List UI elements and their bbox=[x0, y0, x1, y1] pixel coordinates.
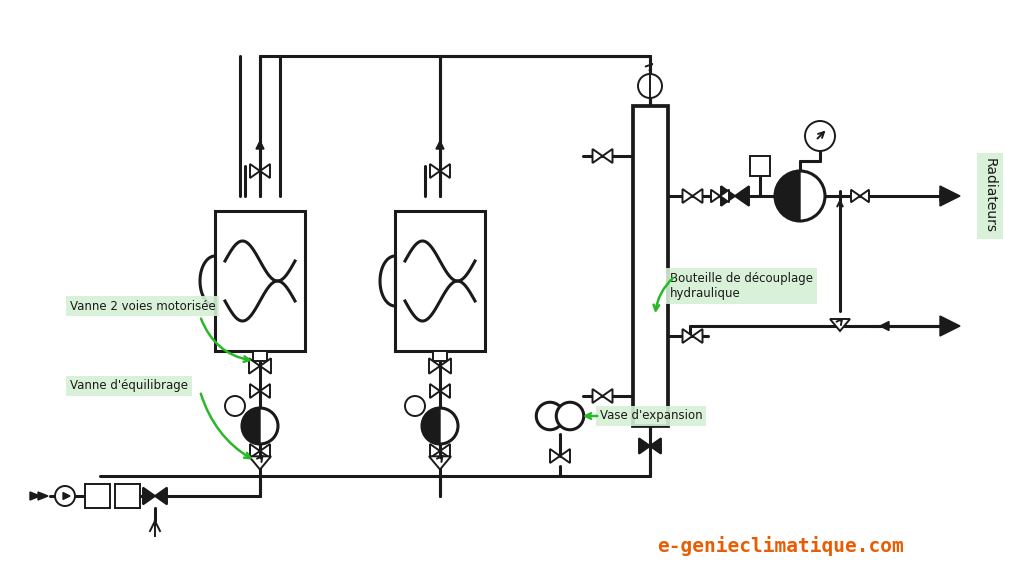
Bar bbox=[85, 484, 110, 508]
Polygon shape bbox=[436, 141, 444, 149]
Text: Radiateurs: Radiateurs bbox=[983, 158, 997, 233]
Polygon shape bbox=[683, 329, 692, 343]
Polygon shape bbox=[550, 449, 560, 463]
Polygon shape bbox=[880, 321, 889, 331]
Polygon shape bbox=[683, 189, 692, 203]
Polygon shape bbox=[593, 389, 602, 403]
Bar bbox=[633, 106, 668, 426]
Polygon shape bbox=[250, 384, 260, 398]
Polygon shape bbox=[260, 164, 270, 178]
Polygon shape bbox=[593, 149, 602, 163]
Polygon shape bbox=[430, 444, 440, 458]
Circle shape bbox=[406, 396, 425, 416]
Polygon shape bbox=[639, 438, 650, 454]
Bar bbox=[215, 211, 305, 351]
Polygon shape bbox=[429, 358, 440, 374]
Text: Vase d'expansion: Vase d'expansion bbox=[600, 410, 702, 423]
Bar bbox=[395, 211, 485, 351]
Circle shape bbox=[638, 74, 662, 98]
Circle shape bbox=[55, 486, 75, 506]
Text: Vanne 2 voies motorisée: Vanne 2 voies motorisée bbox=[70, 300, 216, 313]
Circle shape bbox=[225, 396, 245, 416]
Polygon shape bbox=[429, 456, 451, 469]
Polygon shape bbox=[940, 191, 950, 201]
Polygon shape bbox=[940, 316, 961, 336]
Polygon shape bbox=[440, 384, 450, 398]
Polygon shape bbox=[250, 444, 260, 458]
Polygon shape bbox=[940, 186, 961, 206]
Polygon shape bbox=[38, 492, 48, 500]
Polygon shape bbox=[602, 389, 612, 403]
Polygon shape bbox=[830, 319, 850, 331]
Polygon shape bbox=[440, 164, 450, 178]
Bar bbox=[750, 156, 770, 176]
Polygon shape bbox=[650, 438, 662, 454]
Bar bbox=[253, 351, 267, 361]
Bar bbox=[433, 351, 447, 361]
Circle shape bbox=[537, 402, 564, 430]
Polygon shape bbox=[775, 171, 800, 221]
Bar bbox=[115, 484, 140, 508]
Polygon shape bbox=[155, 488, 167, 505]
Polygon shape bbox=[720, 190, 729, 202]
Polygon shape bbox=[242, 408, 260, 444]
Polygon shape bbox=[440, 444, 450, 458]
Polygon shape bbox=[851, 190, 860, 202]
Text: Vanne d'équilibrage: Vanne d'équilibrage bbox=[70, 380, 188, 392]
Polygon shape bbox=[560, 449, 570, 463]
Polygon shape bbox=[249, 456, 271, 469]
Polygon shape bbox=[143, 488, 155, 505]
Polygon shape bbox=[260, 384, 270, 398]
Polygon shape bbox=[440, 358, 451, 374]
Polygon shape bbox=[721, 186, 735, 206]
Polygon shape bbox=[692, 329, 702, 343]
Circle shape bbox=[242, 408, 278, 444]
Polygon shape bbox=[860, 190, 869, 202]
Polygon shape bbox=[260, 444, 270, 458]
Polygon shape bbox=[63, 492, 70, 499]
Polygon shape bbox=[735, 186, 749, 206]
Polygon shape bbox=[256, 141, 264, 149]
Polygon shape bbox=[30, 492, 40, 500]
Polygon shape bbox=[422, 408, 440, 444]
Text: Bouteille de découplage
hydraulique: Bouteille de découplage hydraulique bbox=[670, 272, 813, 300]
Circle shape bbox=[556, 402, 584, 430]
Polygon shape bbox=[260, 358, 271, 374]
Polygon shape bbox=[430, 384, 440, 398]
Polygon shape bbox=[692, 189, 702, 203]
Text: e-genieclimatique.com: e-genieclimatique.com bbox=[656, 536, 903, 556]
Polygon shape bbox=[250, 164, 260, 178]
Circle shape bbox=[775, 171, 825, 221]
Polygon shape bbox=[430, 164, 440, 178]
Polygon shape bbox=[602, 149, 612, 163]
Polygon shape bbox=[711, 190, 720, 202]
Polygon shape bbox=[249, 358, 260, 374]
Circle shape bbox=[422, 408, 458, 444]
Circle shape bbox=[805, 121, 835, 151]
